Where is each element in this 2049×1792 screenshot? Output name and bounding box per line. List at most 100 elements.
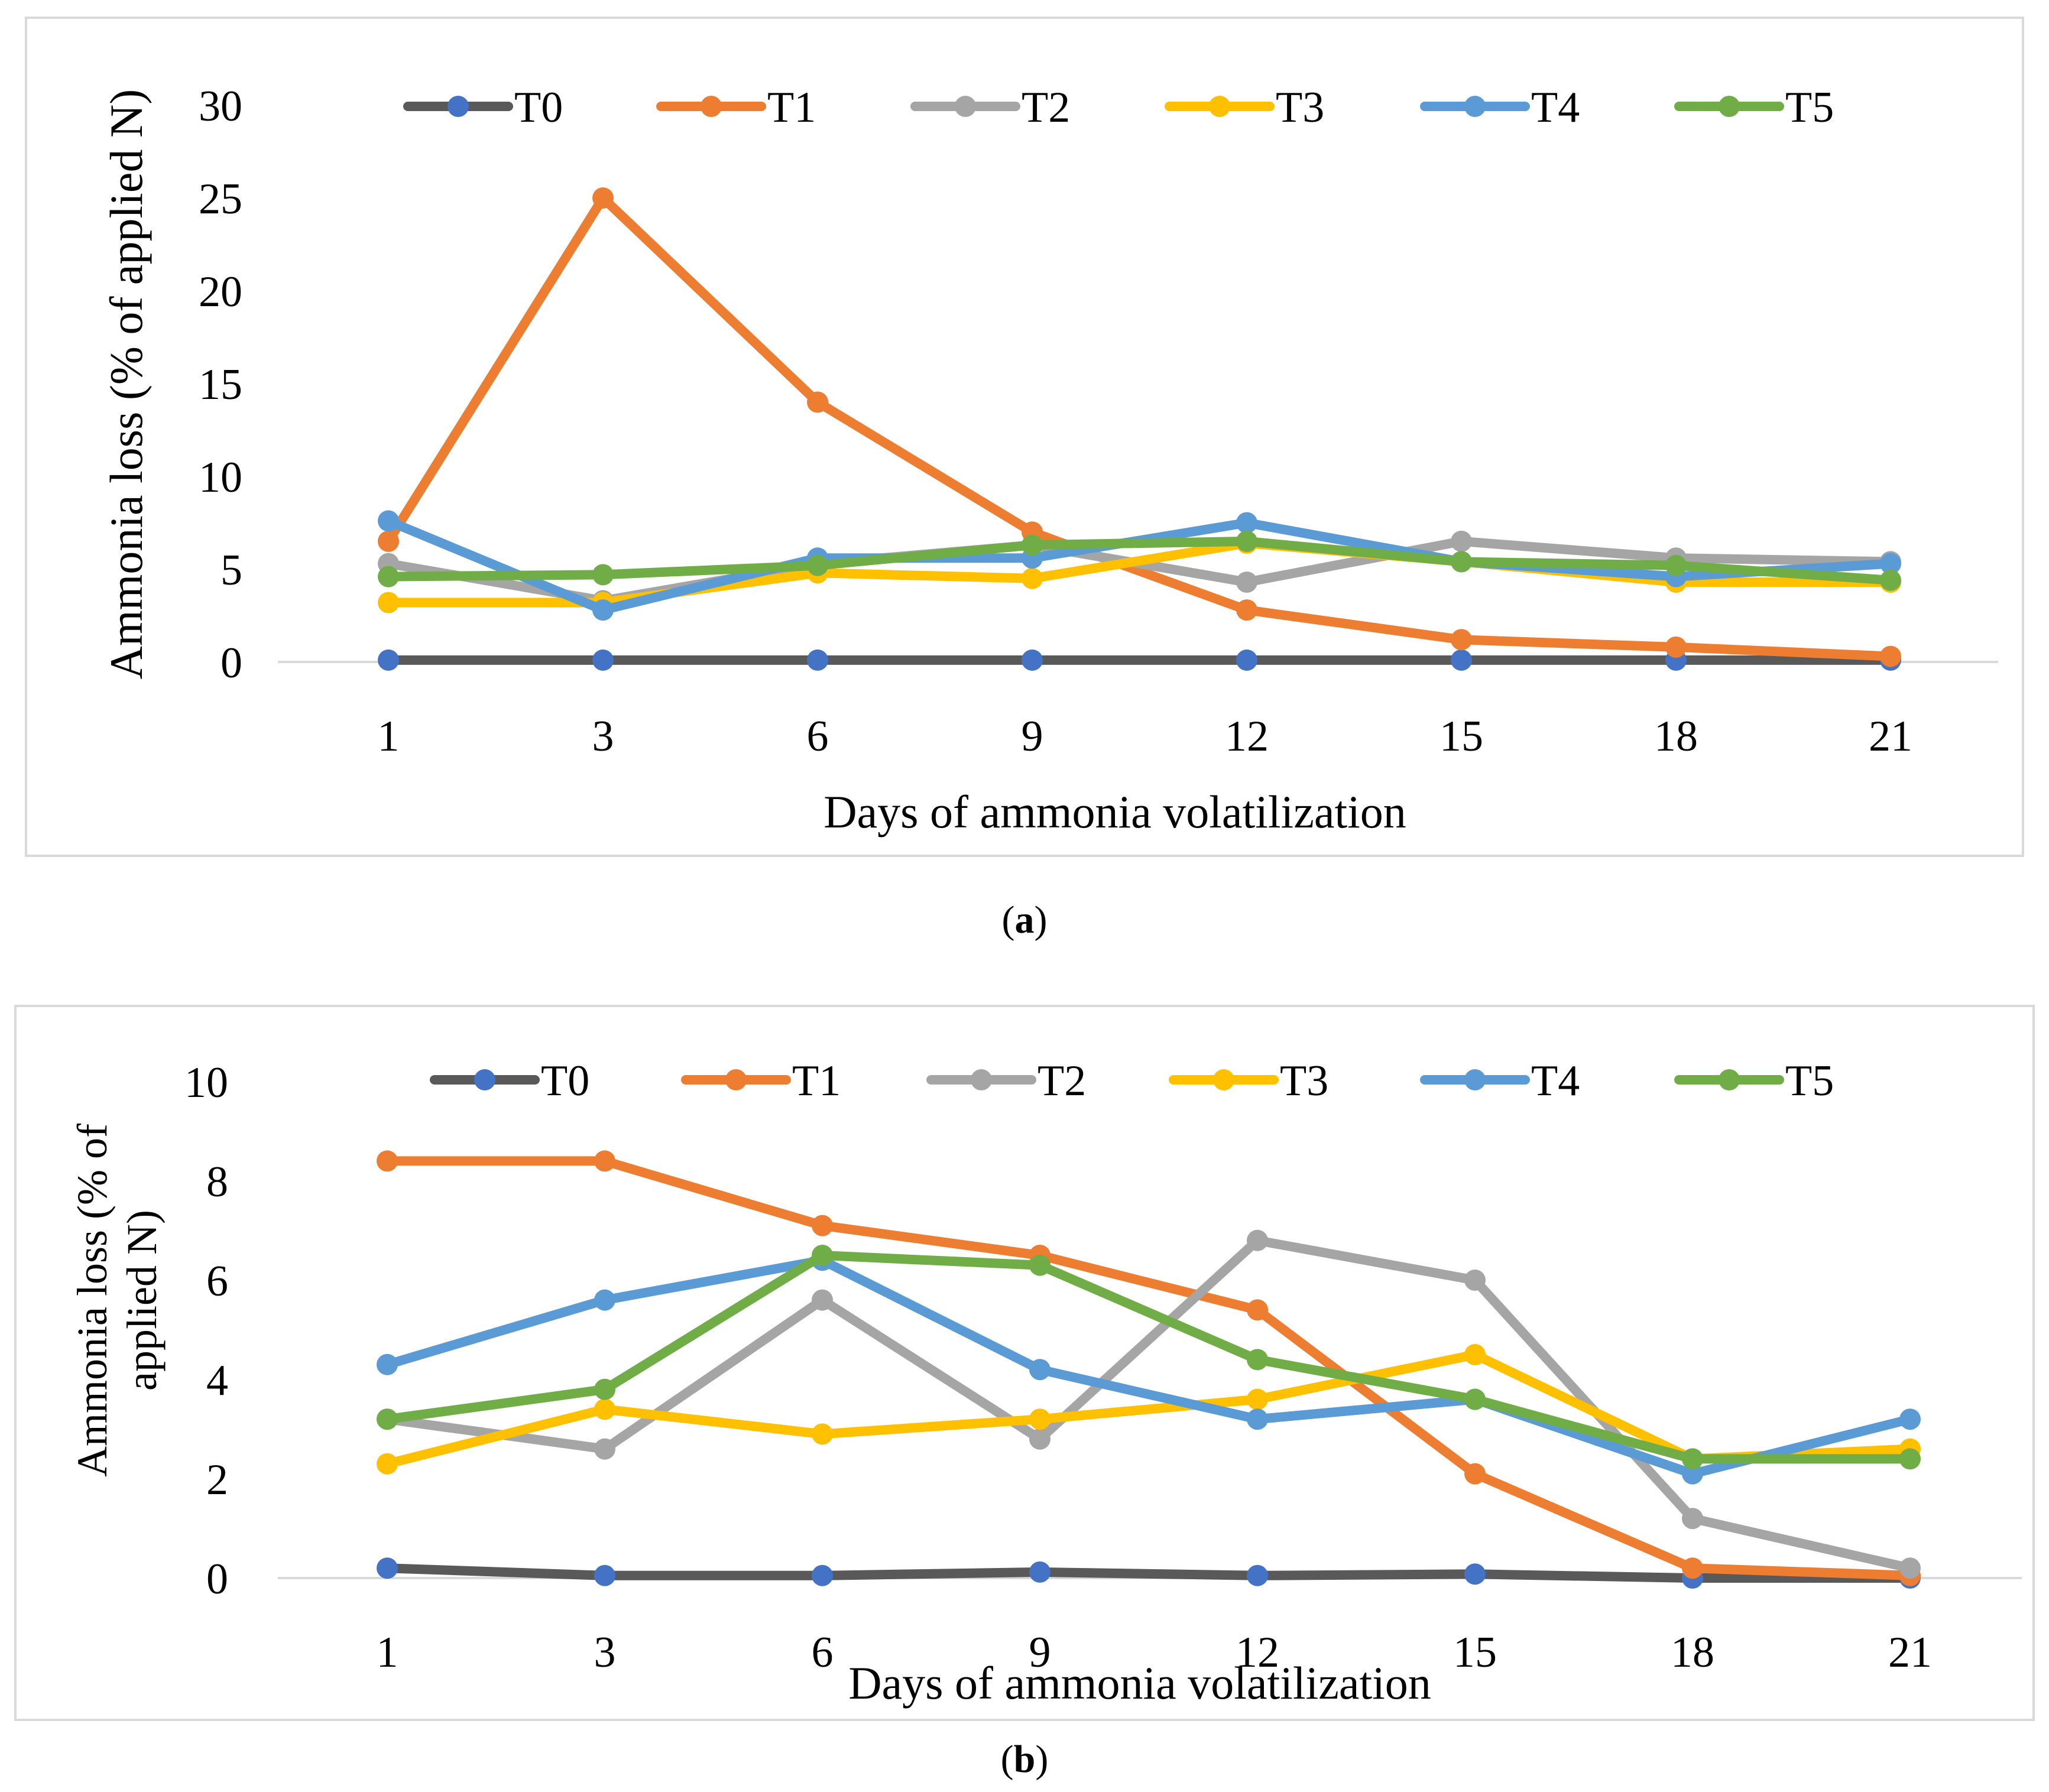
data-point-t3 — [594, 1398, 615, 1420]
data-point-t1 — [1880, 645, 1901, 667]
legend-swatch-marker — [971, 1069, 992, 1090]
legend-entry-t3: T3 — [1169, 1057, 1328, 1105]
data-point-t2 — [1029, 1428, 1051, 1450]
legend-swatch-marker — [1209, 96, 1230, 117]
data-point-t4 — [592, 599, 614, 621]
x-tick-label: 21 — [1869, 712, 1912, 761]
x-tick-label: 6 — [812, 1628, 834, 1677]
legend-entry-t1: T1 — [656, 83, 816, 132]
legend-entry-t5: T5 — [1674, 83, 1834, 132]
data-point-t4 — [377, 1353, 398, 1375]
data-point-t0 — [807, 649, 828, 671]
legend-label: T0 — [514, 83, 563, 132]
legend-entry-t3: T3 — [1165, 83, 1324, 132]
data-point-t2 — [1247, 1229, 1268, 1251]
x-tick-label: 12 — [1225, 712, 1269, 761]
series-t3 — [377, 1344, 1921, 1475]
x-axis-ticks-a: 1 3 6 9 12 15 18 21 — [378, 712, 1913, 761]
data-point-t5 — [1899, 1448, 1921, 1470]
legend-label: T1 — [767, 83, 816, 132]
legend-entry-t2: T2 — [910, 83, 1070, 132]
y-axis-label-b: Ammonia loss (% ofapplied N) — [69, 1124, 166, 1477]
series-line-t3 — [382, 1350, 1915, 1469]
series-t2 — [377, 1229, 1921, 1579]
series-line-t5 — [382, 1251, 1915, 1464]
data-point-t0 — [1029, 1561, 1051, 1583]
series-line-t1 — [384, 193, 1895, 661]
legend-entry-t1: T1 — [681, 1057, 841, 1105]
legend-label: T4 — [1531, 83, 1580, 132]
data-point-t5 — [812, 1245, 833, 1266]
legend-swatch-marker — [725, 1069, 747, 1090]
series-t5 — [378, 530, 1901, 591]
data-point-t4 — [1682, 1463, 1703, 1485]
y-axis-label-a: Ammonia loss (% of applied N) — [100, 89, 152, 680]
panel-a-caption: (a) — [1002, 898, 1048, 942]
x-tick-label: 21 — [1888, 1628, 1932, 1677]
y-axis-ticks-a: 0 5 10 15 20 25 30 — [199, 82, 242, 687]
data-point-t4 — [378, 510, 399, 532]
data-point-t5 — [1464, 1388, 1486, 1410]
data-point-t3 — [812, 1423, 833, 1445]
data-point-t0 — [594, 1564, 615, 1586]
data-point-t4 — [594, 1289, 615, 1311]
x-tick-label: 15 — [1440, 712, 1483, 761]
data-point-t2 — [1464, 1270, 1486, 1291]
data-point-t2 — [594, 1438, 615, 1460]
data-point-t0 — [1236, 649, 1257, 671]
data-point-t4 — [1236, 512, 1257, 534]
data-point-t0 — [592, 649, 614, 671]
data-point-t0 — [1247, 1564, 1268, 1586]
data-point-t4 — [1247, 1408, 1268, 1430]
series-line-t0 — [382, 1563, 1915, 1583]
x-tick-label: 3 — [594, 1628, 616, 1677]
legend-swatch-marker — [1719, 96, 1740, 117]
data-point-t5 — [1029, 1254, 1051, 1276]
legend-label: T4 — [1531, 1057, 1580, 1105]
legend-swatch-marker — [1213, 1069, 1234, 1090]
data-point-t3 — [1247, 1388, 1268, 1410]
legend-swatch-marker — [474, 1069, 495, 1090]
y-tick-label: 4 — [206, 1356, 228, 1405]
data-point-t4 — [1899, 1408, 1921, 1430]
data-point-t3 — [1464, 1344, 1486, 1365]
legend-label: T0 — [541, 1057, 589, 1105]
x-axis-label-a: Days of ammonia volatilization — [824, 786, 1406, 837]
legend-swatch-marker — [1464, 1069, 1486, 1090]
legend-entry-t2: T2 — [926, 1057, 1086, 1105]
legend-entry-t0: T0 — [403, 83, 563, 132]
data-point-t1 — [1665, 636, 1687, 658]
data-point-t5 — [592, 564, 614, 586]
data-point-t5 — [1880, 569, 1901, 591]
data-point-t0 — [378, 649, 399, 671]
y-axis-label-b-line1: Ammonia loss (% of — [69, 1124, 116, 1477]
y-tick-label: 20 — [199, 268, 242, 316]
data-point-t3 — [1022, 567, 1043, 589]
data-point-t0 — [1022, 649, 1043, 671]
legend-entry-t4: T4 — [1420, 83, 1580, 132]
data-point-t0 — [1451, 649, 1472, 671]
data-point-t5 — [1682, 1448, 1703, 1470]
data-point-t5 — [807, 554, 828, 576]
data-point-t4 — [1880, 553, 1901, 574]
data-point-t2 — [1451, 530, 1472, 552]
data-point-t1 — [594, 1150, 615, 1172]
series-line-t5 — [384, 536, 1895, 585]
legend-entry-t4: T4 — [1420, 1057, 1580, 1105]
legend-b: T0 T1 T2 T3 T4 T5 — [430, 1057, 1834, 1105]
data-point-t5 — [1236, 530, 1257, 552]
data-point-t1 — [377, 1150, 398, 1172]
x-tick-label: 18 — [1671, 1628, 1714, 1677]
data-point-t5 — [377, 1408, 398, 1430]
data-point-t5 — [378, 566, 399, 587]
series-line-t2 — [382, 1235, 1915, 1573]
legend-a: T0 T1 T2 T3 T4 T5 — [403, 83, 1834, 132]
y-tick-label: 25 — [199, 175, 242, 223]
legend-label: T3 — [1280, 1057, 1328, 1105]
y-tick-label: 0 — [221, 639, 242, 687]
data-point-t2 — [1899, 1557, 1921, 1579]
y-tick-label: 6 — [206, 1257, 228, 1306]
data-point-t1 — [812, 1215, 833, 1236]
chart-panel-b: T0 T1 T2 T3 T4 T5 0 2 4 6 8 10 1 3 6 9 12 15 18 21 Ammoni… — [14, 1005, 2035, 1721]
series-line-t1 — [382, 1156, 1915, 1580]
